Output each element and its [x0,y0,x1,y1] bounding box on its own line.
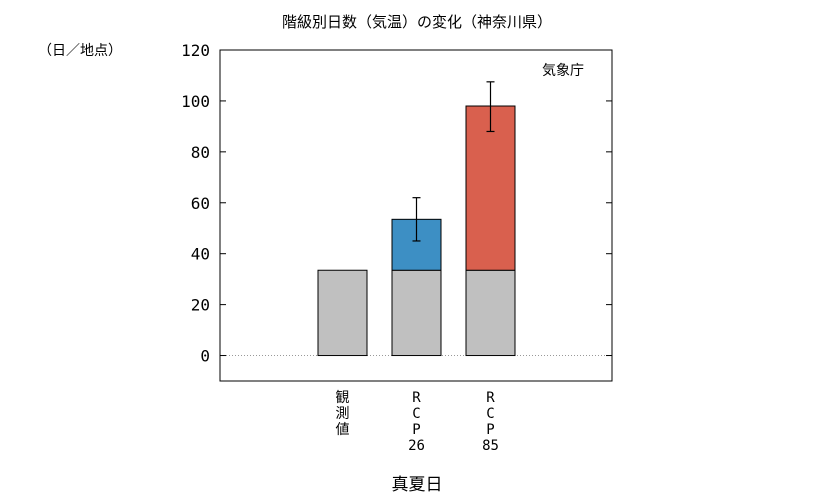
y-tick-label-120: 120 [181,41,210,60]
category-label-1-line-2: 測 [336,406,350,422]
category-label-3-line-2: C [486,406,494,422]
category-label-2-line-2: C [412,406,420,422]
y-tick-label-0: 0 [200,347,210,366]
bar-increase-3 [465,105,516,271]
category-label-3-line-1: R [486,390,495,406]
source-label: 気象庁 [542,63,584,79]
category-label-2-line-3: P [412,422,420,438]
y-axis-unit-label: （日／地点） [38,43,122,59]
x-axis-label: 真夏日 [392,475,443,495]
category-label-2-line-4: 26 [408,438,425,454]
category-label-3-line-4: 85 [482,438,499,454]
y-tick-label-80: 80 [191,143,210,162]
y-tick-label-40: 40 [191,245,210,264]
bar-base-3 [465,269,516,357]
y-tick-label-100: 100 [181,92,210,111]
category-label-3-line-3: P [486,422,494,438]
y-tick-label-20: 20 [191,296,210,315]
category-label-2-line-1: R [412,390,421,406]
category-label-1-line-3: 値 [336,422,350,438]
chart-title: 階級別日数（気温）の変化（神奈川県） [282,13,552,31]
bar-base-2 [391,269,442,357]
y-tick-label-60: 60 [191,194,210,213]
plot-frame [219,49,613,382]
category-label-1-line-1: 観 [336,389,350,406]
bar-base-1 [317,269,368,357]
